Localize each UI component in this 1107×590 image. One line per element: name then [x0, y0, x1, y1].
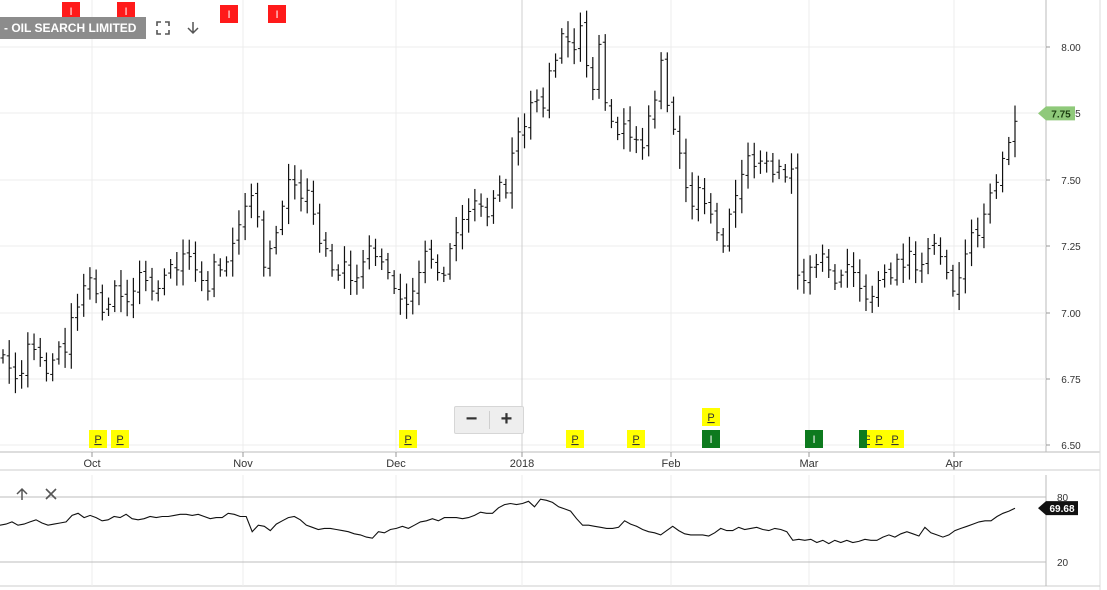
event-marker: [220, 5, 238, 23]
event-marker: [702, 430, 720, 448]
event-marker: [268, 5, 286, 23]
time-tick-label: Mar: [800, 458, 819, 470]
event-marker: [566, 430, 584, 448]
last-price-tag: [1038, 106, 1075, 121]
price-tick-label: 7.50: [1061, 176, 1081, 187]
event-marker: [89, 430, 107, 448]
indicator-value-tag: [1038, 501, 1078, 516]
event-marker: [627, 430, 645, 448]
event-marker-label: I: [812, 434, 815, 446]
price-tick-label: 6.50: [1061, 441, 1081, 452]
close-x-icon[interactable]: [44, 487, 58, 505]
event-marker: [399, 430, 417, 448]
arrow-up-icon[interactable]: [15, 487, 29, 505]
price-tick-label: 7.25: [1061, 242, 1081, 253]
time-tick-label: Oct: [83, 458, 100, 470]
time-tick-label: Apr: [945, 458, 962, 470]
security-title-tag: - OIL SEARCH LIMITED: [0, 17, 147, 39]
indicator-tick-label: 80: [1057, 493, 1069, 504]
event-marker-label: P: [632, 434, 639, 446]
event-marker-label: P: [891, 434, 898, 446]
event-marker-label: P: [864, 434, 871, 446]
event-marker-label: P: [116, 434, 123, 446]
event-marker-label: P: [875, 434, 882, 446]
zoom-out-button[interactable]: −: [465, 408, 478, 430]
zoom-controls: − +: [454, 406, 524, 434]
price-tick-label: 7.00: [1061, 309, 1081, 320]
event-marker-green-edge: [859, 430, 867, 448]
indicator-line: [0, 498, 1016, 545]
event-marker-label: I: [275, 9, 278, 21]
event-marker: [805, 430, 823, 448]
expand-corners-icon[interactable]: [154, 19, 172, 37]
last-price-label: 7.75: [1051, 109, 1071, 120]
time-tick-label: Dec: [386, 458, 406, 470]
event-marker: [702, 408, 720, 426]
event-marker-label: P: [707, 412, 714, 424]
time-tick-label: Feb: [662, 458, 681, 470]
event-marker-label: I: [709, 434, 712, 446]
event-marker-label: P: [571, 434, 578, 446]
arrow-down-icon[interactable]: [184, 19, 202, 37]
event-marker-label: P: [94, 434, 101, 446]
price-tick-label: 8.00: [1061, 43, 1081, 54]
event-marker: [870, 430, 888, 448]
zoom-separator: [489, 411, 490, 429]
time-tick-label: Nov: [233, 458, 253, 470]
price-tick-label: 6.75: [1061, 375, 1081, 386]
event-marker-label: I: [227, 9, 230, 21]
event-marker-label: P: [404, 434, 411, 446]
zoom-in-button[interactable]: +: [500, 408, 513, 430]
event-marker-label: I: [69, 6, 72, 18]
event-marker: [117, 2, 135, 20]
event-marker: [111, 430, 129, 448]
event-marker: [886, 430, 904, 448]
event-marker: [62, 2, 80, 20]
indicator-tick-label: 20: [1057, 558, 1069, 569]
indicator-value-label: 69.68: [1049, 504, 1074, 515]
time-tick-label: 2018: [510, 458, 534, 470]
event-marker-label: I: [124, 6, 127, 18]
